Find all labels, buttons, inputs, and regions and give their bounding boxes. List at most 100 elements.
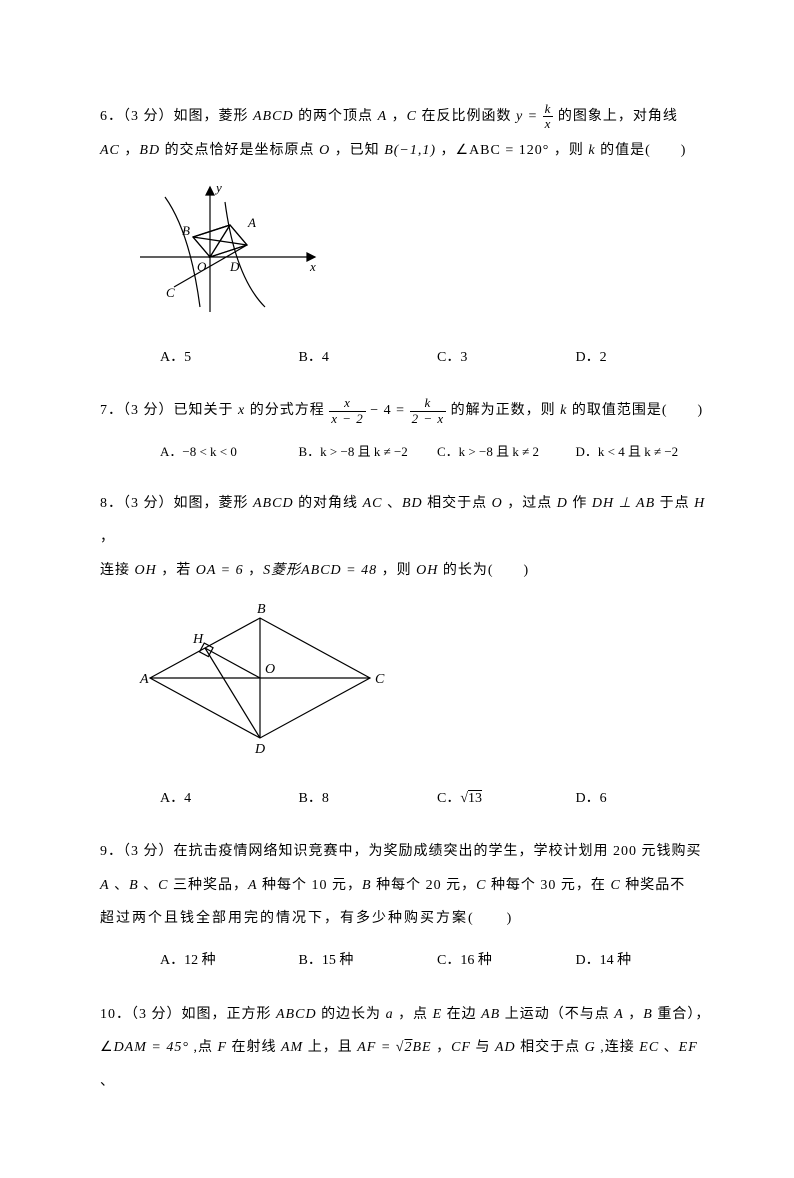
q6-ac: AC [100,143,120,158]
q8-abcd: ABCD [253,496,294,511]
q8-t6: 作 [568,496,592,511]
q6-yeq: y = [516,109,538,124]
q8-svg: A B C D H O [130,598,390,758]
q8-d: D [557,496,568,511]
q8-opt-b: B．8 [299,782,438,816]
q6-lbl-D: D [229,259,240,274]
q9-opt-d: D．14 种 [576,944,715,978]
q7-f2n: k [410,396,447,411]
q9-l2: A 、B 、C 三种奖品，A 种每个 10 元，B 种每个 20 元，C 种每个… [100,869,714,903]
q10-t16: 、 [100,1074,115,1089]
q8-text: 8．（3 分）如图，菱形 ABCD 的对角线 AC 、BD 相交于点 O ，过点… [100,487,714,554]
q10-t7: 重合）， [653,1007,711,1022]
q6-lbl-A: A [247,215,256,230]
q6-lbl-x: x [309,259,316,274]
q9-l1: 9．（3 分）在抗击疫情网络知识竞赛中，为奖励成绩突出的学生，学校计划用 200… [100,835,714,869]
q9-c2: C [476,878,486,893]
q10-t10: 上，且 [303,1040,357,1055]
q10-dam: DAM = 45° [114,1040,189,1055]
q9-t7: 种奖品不 [621,878,686,893]
q8-t10: ，若 [157,563,196,578]
q8-opt-d: D．6 [576,782,715,816]
q10-a: A [614,1007,624,1022]
q6-opt-d: D．2 [576,341,715,375]
q6-text: 6．（3 分）如图，菱形 ABCD 的两个顶点 A ，C 在反比例函数 y = … [100,100,714,134]
q10-t12: 与 [471,1040,495,1055]
q6-t2: 的两个顶点 [294,109,378,124]
q6-t6: ， [120,143,140,158]
q7-t3: 的解为正数，则 [446,403,560,418]
q8-t5: ，过点 [503,496,557,511]
q6-abcd: ABCD [253,109,294,124]
q10-ef: EF [679,1040,698,1055]
q10-f: F [217,1040,227,1055]
q6-t10: ，则 [549,143,588,158]
q8-lbl-O: O [265,662,275,677]
q6-bd: BD [139,143,160,158]
q8-opt-c-pre: C． [437,791,460,806]
q7-t2: 的分式方程 [245,403,329,418]
question-7: 7．（3 分）已知关于 x 的分式方程 xx − 2 − 4 = k2 − x … [100,394,714,467]
q8-oa6: OA = 6 [196,563,244,578]
q8-lbl-D: D [254,742,265,757]
q6-opt-b: B．4 [299,341,438,375]
q7-t4: 的取值范围是( ) [567,403,703,418]
q6-t11: 的值是( ) [596,143,687,158]
q8-s48: S菱形ABCD = 48 [263,563,377,578]
q8-oh2: OH [416,563,438,578]
q7-opt-c: C．k > −8 且 k ≠ 2 [437,436,576,467]
q8-sqrt13: 13 [468,791,482,806]
q10-l1: 10．（3 分）如图，正方形 ABCD 的边长为 a ，点 E 在边 AB 上运… [100,998,714,1032]
q8-t11: ， [244,563,264,578]
q6-k: k [588,143,595,158]
q10-ec: EC [639,1040,659,1055]
q8-text2: 连接 OH ，若 OA = 6 ，S菱形ABCD = 48 ，则 OH 的长为(… [100,554,714,588]
q10-avar: a [386,1007,394,1022]
q7-f1n: x [329,396,366,411]
q10-afeq: AF = [357,1040,396,1055]
q8-options: A．4 B．8 C．√13 D．6 [100,782,714,816]
q6-frac-num: k [543,102,554,117]
q8-figure: A B C D H O [130,598,714,772]
q10-t2: 的边长为 [317,1007,386,1022]
q10-ad: AD [495,1040,516,1055]
q6-bcoord: B(−1,1) [384,143,436,158]
question-6: 6．（3 分）如图，菱形 ABCD 的两个顶点 A ，C 在反比例函数 y = … [100,100,714,374]
q6-options: A．5 B．4 C．3 D．2 [100,341,714,375]
q10-g: G [585,1040,596,1055]
q10-t3: ，点 [394,1007,433,1022]
q8-lbl-B: B [257,602,266,617]
q6-lbl-y: y [214,180,222,195]
q10-t15: 、 [659,1040,679,1055]
q6-angle: ∠ABC = 120° [456,143,550,158]
q9-t2: 、 [139,878,159,893]
question-8: 8．（3 分）如图，菱形 ABCD 的对角线 AC 、BD 相交于点 O ，过点… [100,487,714,815]
q10-ang: ∠ [100,1040,114,1055]
q6-frac-den: x [543,117,554,131]
q10-be: BE [412,1040,431,1055]
q9-t1: 、 [110,878,130,893]
q10-t11: ， [432,1040,452,1055]
q9-b: B [129,878,139,893]
q10-abcd: ABCD [276,1007,317,1022]
q8-ac: AC [363,496,383,511]
q10-t5: 上运动（不与点 [500,1007,614,1022]
q9-t5: 种每个 20 元， [372,878,477,893]
q9-t3: 三种奖品， [168,878,248,893]
q9-l3: 超过两个且钱全部用完的情况下，有多少种购买方案( ) [100,902,714,936]
exam-page: 6．（3 分）如图，菱形 ABCD 的两个顶点 A ，C 在反比例函数 y = … [0,0,794,1178]
sqrt-icon: √ [460,791,468,806]
question-10: 10．（3 分）如图，正方形 ABCD 的边长为 a ，点 E 在边 AB 上运… [100,998,714,1099]
q8-h: H [694,496,705,511]
q9-options: A．12 种 B．15 种 C．16 种 D．14 种 [100,944,714,978]
q10-e: E [433,1007,443,1022]
q9-c3: C [610,878,620,893]
q6-text2: AC ，BD 的交点恰好是坐标原点 O ，已知 B(−1,1) ，∠ABC = … [100,134,714,168]
q8-t4: 相交于点 [423,496,492,511]
q10-l2: ∠DAM = 45° ,点 F 在射线 AM 上，且 AF = √2BE ，CF… [100,1031,714,1098]
q10-t8: ,点 [189,1040,218,1055]
q8-lbl-C: C [375,672,385,687]
q6-t8: ，已知 [330,143,384,158]
q7-text: 7．（3 分）已知关于 x 的分式方程 xx − 2 − 4 = k2 − x … [100,394,714,428]
q8-t7: 于点 [655,496,694,511]
